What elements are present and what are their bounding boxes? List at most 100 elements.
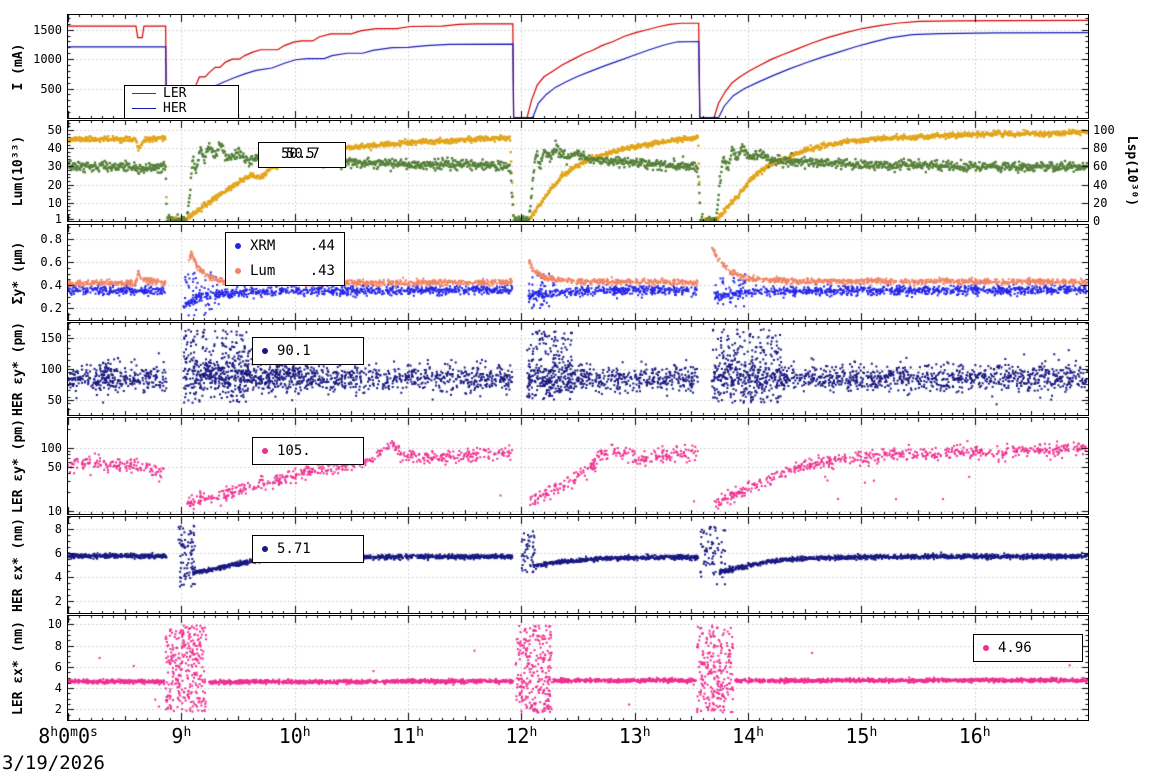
x-tick-sup: h [869,725,878,740]
x-tick-text: 13 [618,724,643,748]
legend-dot-icon [235,267,241,274]
y-tick-label: 0.6 [40,255,62,270]
right-axis-tick-label: 40 [1093,177,1108,192]
x-tick-sup: h [183,725,192,740]
x-tick-sup: h [50,725,59,740]
y-tick-label: 8 [54,522,62,536]
legend-sigma-y: XRM .44 Lum .43 [225,232,345,286]
right-axis-tick-label: 0 [1093,214,1101,228]
y-tick-label: 50 [47,392,62,407]
value-text: 50.7 [286,146,320,162]
y-tick-label: 20 [47,177,62,192]
value-text: 105. [277,443,311,459]
ler-ey-plot-canvas [68,418,1088,514]
her-ex-plot-canvas [68,517,1088,613]
x-tick-sup: h [982,725,991,740]
x-tick-text: 11 [392,724,417,748]
right-axis-tick-label: 60 [1093,159,1108,174]
y-tick-label: 1 [54,212,62,227]
date-label: 3/19/2026 [2,752,105,774]
right-axis-tick-label: 20 [1093,195,1108,210]
panel-ler-ex [67,615,1089,721]
x-tick-label-15h: 15h [791,724,931,748]
y-tick-label: 0.4 [40,278,62,293]
legend-label: XRM [250,237,276,254]
legend-item-ler: LER [125,86,238,101]
y-tick-label: 100 [40,441,62,456]
y-tick-label: 30 [47,159,62,174]
y-tick-label: 1000 [33,52,62,67]
x-tick-label-13h: 13h [565,724,705,748]
y-tick-label: 2 [54,702,62,717]
value-dot-icon [983,645,989,651]
y-tick-label: 50 [47,123,62,138]
x-tick-text: 15 [845,724,870,748]
y-tick-label: 40 [47,141,62,156]
panel-luminosity [67,120,1089,222]
ler-ex-plot-canvas [68,616,1088,720]
panel-her-ey [67,322,1089,416]
x-tick-label-12h: 12h [451,724,591,748]
her-ey-plot-canvas [68,323,1088,415]
y-tick-label: 4 [54,681,62,696]
sigma-y-plot-canvas [68,225,1088,320]
legend-label: HER [163,101,187,116]
value-dot-icon [262,348,268,354]
value-box-her-ey: 90.1 [252,337,364,365]
value-text: 50.5 [281,146,315,162]
y-tick-label: 2 [54,594,62,608]
x-tick-text: 10 [278,724,303,748]
x-tick-label-8h: 8h0m0s [0,724,138,748]
value-dot-icon [262,546,268,552]
x-tick-label-16h: 16h [905,724,1045,748]
x-tick-text: 14 [732,724,757,748]
x-tick-text: 0 [77,724,90,748]
x-tick-label-10h: 10h [225,724,365,748]
panel-sigma-y [67,224,1089,321]
x-tick-label-11h: 11h [338,724,478,748]
x-tick-sup: h [302,725,311,740]
y-tick-label: 10 [47,617,62,632]
legend-value: .44 [309,237,335,254]
y-tick-label: 50 [47,460,62,475]
y-tick-label: 10 [47,195,62,210]
y-tick-label: 150 [40,331,62,346]
y-tick-label: 0.8 [40,231,62,246]
legend-label: Lum [250,262,276,279]
legend-item-xrm: XRM .44 [226,233,344,258]
legend-item-her: HER [125,101,238,116]
x-tick-label-9h: 9h [111,724,251,748]
value-text: 90.1 [277,343,311,359]
y-tick-label: 8 [54,638,62,653]
value-text: 5.71 [277,541,311,557]
right-axis-title: Lsp(10³⁰) [1124,135,1139,207]
y-axis-title-ler-ex: LER εx* (nm) [11,621,26,715]
legend-value: .43 [309,262,335,279]
x-tick-sup: h [756,725,764,740]
x-tick-text: 16 [958,724,983,748]
y-tick-label: 1500 [33,22,62,37]
legend-dot-icon [235,242,241,249]
value-box-her-ex: 5.71 [252,535,364,563]
y-tick-label: 6 [54,659,62,674]
y-tick-label: 0.2 [40,301,62,316]
y-tick-label: 100 [40,362,62,376]
x-tick-text: 8 [38,724,51,748]
x-tick-sup: h [642,725,651,740]
panel-ler-ey [67,417,1089,515]
x-tick-sup: m [70,725,78,740]
x-tick-label-14h: 14h [678,724,818,748]
legend-beam-current: LER HER [124,85,239,119]
y-tick-label: 6 [54,546,62,560]
panel-her-ex [67,516,1089,614]
x-tick-sup: h [416,725,424,740]
y-tick-label: 4 [54,570,62,584]
value-dot-icon [262,448,268,454]
luminosity-plot-canvas [68,121,1088,221]
value-box-luminosity: 50.5 50.7 [258,142,346,168]
legend-line-swatch [132,93,156,94]
legend-item-lum: Lum .43 [226,258,344,283]
x-tick-text: 0 [58,724,71,748]
x-tick-sup: s [89,725,98,740]
